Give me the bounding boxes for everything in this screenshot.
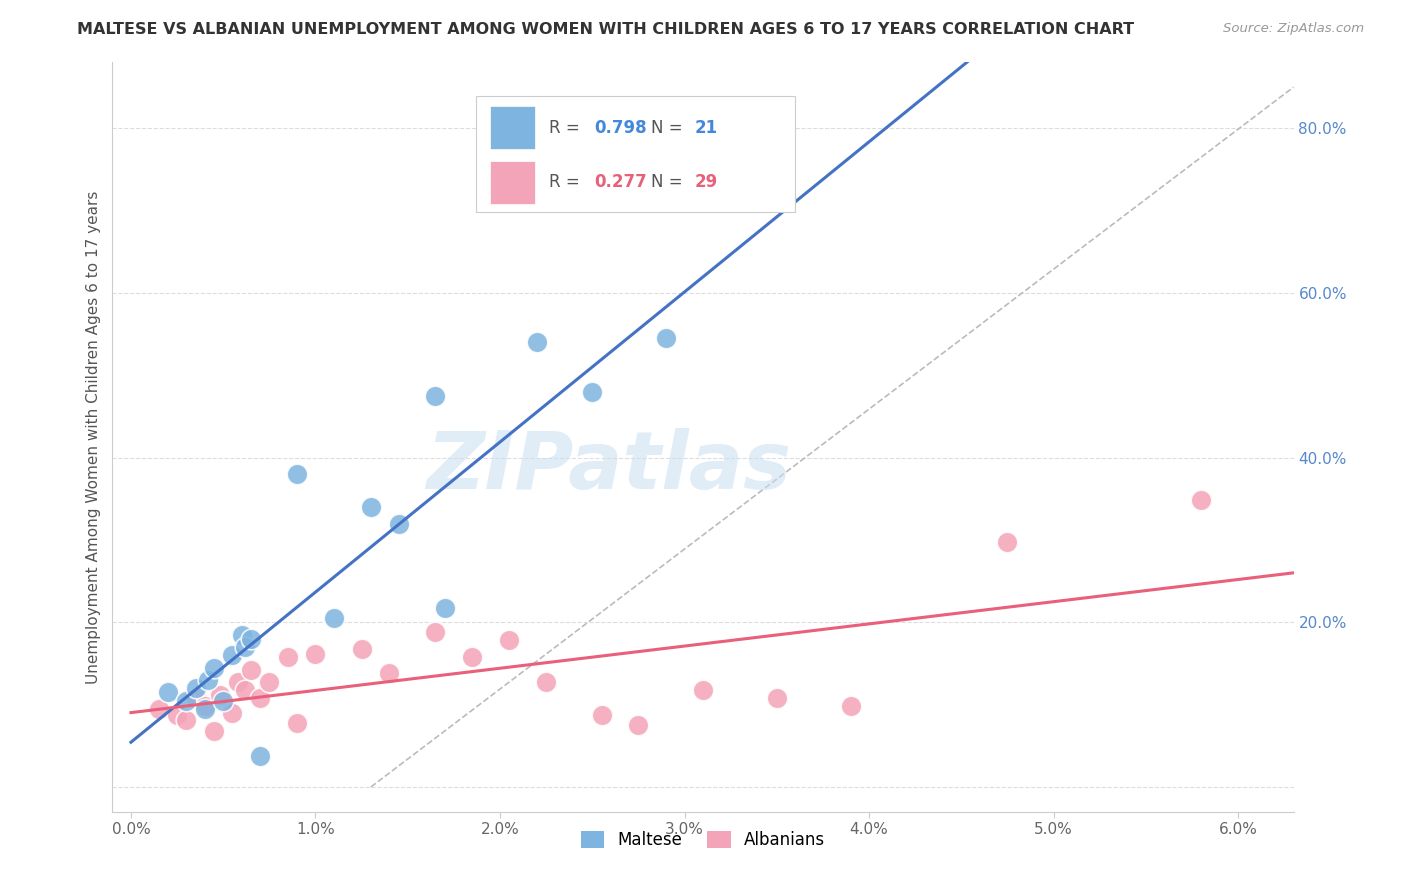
FancyBboxPatch shape [491, 161, 536, 204]
Point [249, 691, 271, 706]
Point [1189, 493, 1212, 508]
Point [197, 673, 219, 687]
Point [174, 713, 197, 727]
Point [259, 674, 281, 689]
FancyBboxPatch shape [491, 106, 536, 149]
Legend: Maltese, Albanians: Maltese, Albanians [574, 824, 832, 855]
Text: 0.277: 0.277 [595, 173, 647, 191]
Point [433, 600, 456, 615]
Point [692, 682, 714, 697]
Point [184, 691, 207, 706]
Text: 0.798: 0.798 [595, 119, 647, 136]
Text: 21: 21 [695, 119, 718, 136]
Point [221, 648, 243, 663]
Point [212, 693, 235, 707]
Point [425, 625, 447, 640]
Text: 29: 29 [695, 173, 718, 191]
Point [839, 699, 862, 714]
Point [997, 534, 1019, 549]
Point [202, 724, 225, 739]
Point [277, 649, 299, 664]
Text: N =: N = [651, 119, 688, 136]
Point [194, 702, 217, 716]
Point [221, 706, 243, 720]
Point [233, 640, 256, 654]
Point [166, 707, 188, 722]
Text: R =: R = [550, 119, 585, 136]
Text: R =: R = [550, 173, 585, 191]
Text: N =: N = [651, 173, 688, 191]
Point [526, 335, 548, 350]
Point [194, 699, 217, 714]
Point [581, 384, 603, 399]
Point [239, 663, 262, 677]
Point [498, 633, 520, 648]
Point [322, 611, 346, 625]
Point [249, 748, 271, 763]
Point [233, 682, 256, 697]
Point [226, 674, 249, 689]
Point [627, 718, 650, 732]
Text: MALTESE VS ALBANIAN UNEMPLOYMENT AMONG WOMEN WITH CHILDREN AGES 6 TO 17 YEARS CO: MALTESE VS ALBANIAN UNEMPLOYMENT AMONG W… [77, 22, 1135, 37]
Point [285, 467, 308, 482]
Point [360, 500, 382, 514]
Y-axis label: Unemployment Among Women with Children Ages 6 to 17 years: Unemployment Among Women with Children A… [86, 190, 101, 684]
Text: ZIPatlas: ZIPatlas [426, 428, 792, 506]
FancyBboxPatch shape [477, 96, 796, 212]
Point [202, 660, 225, 674]
Point [534, 674, 557, 689]
Point [461, 649, 484, 664]
Point [591, 707, 613, 722]
Point [766, 691, 789, 706]
Point [231, 628, 253, 642]
Point [285, 715, 308, 730]
Point [174, 693, 197, 707]
Point [148, 702, 170, 716]
Text: Source: ZipAtlas.com: Source: ZipAtlas.com [1223, 22, 1364, 36]
Point [208, 688, 231, 702]
Point [239, 632, 262, 646]
Point [184, 681, 207, 696]
Point [378, 666, 401, 681]
Point [304, 647, 326, 661]
Point [655, 331, 678, 345]
Point [425, 389, 447, 403]
Point [387, 516, 409, 531]
Point [350, 641, 373, 656]
Point [156, 685, 179, 699]
